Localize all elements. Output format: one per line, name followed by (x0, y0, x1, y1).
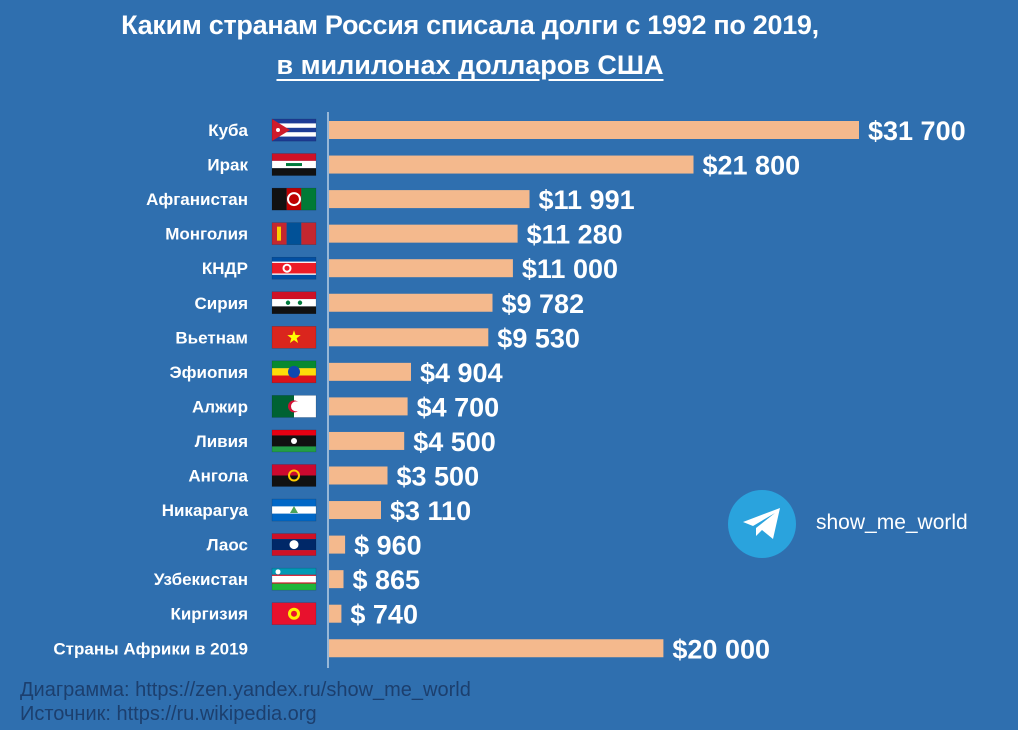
angola-flag-icon (271, 464, 317, 487)
category-label: Узбекистан (154, 570, 248, 589)
nicaragua-flag-icon (271, 498, 317, 522)
bar (329, 501, 381, 520)
value-label: $4 500 (413, 427, 496, 457)
category-label: Сирия (195, 294, 248, 313)
value-label: $11 280 (527, 220, 623, 250)
laos-flag-icon (271, 533, 317, 556)
bar (329, 639, 664, 658)
chart-subtitle-text: в милилонах долларов США (276, 50, 664, 80)
category-label: Никарагуа (162, 501, 249, 520)
vietnam-flag-icon (271, 326, 317, 349)
ethiopia-flag-icon (271, 360, 317, 384)
bar (329, 293, 493, 312)
value-label: $3 500 (397, 462, 480, 492)
bar (329, 362, 411, 381)
category-label: Киргизия (170, 605, 248, 624)
value-label: $11 991 (539, 185, 635, 215)
category-label: Алжир (192, 397, 248, 416)
value-label: $9 530 (497, 323, 580, 353)
category-label: Куба (208, 121, 248, 140)
north-korea-flag-icon (271, 256, 317, 280)
bar (329, 328, 489, 347)
value-label: $20 000 (672, 634, 770, 664)
value-label: $11 000 (522, 254, 618, 284)
category-label: Страны Африки в 2019 (53, 639, 248, 658)
kyrgyzstan-flag-icon (271, 602, 317, 625)
syria-flag-icon (271, 291, 317, 314)
category-label: Ирак (207, 156, 248, 175)
iraq-flag-icon (271, 153, 317, 176)
value-label: $ 740 (350, 600, 418, 630)
bar (329, 155, 694, 174)
bar (329, 397, 408, 416)
libya-flag-icon (271, 429, 317, 453)
value-label: $4 904 (420, 358, 503, 388)
value-label: $ 960 (354, 531, 422, 561)
value-label: $3 110 (390, 496, 471, 526)
bar (329, 535, 346, 554)
bar (329, 466, 388, 485)
bar (329, 604, 342, 623)
value-label: $21 800 (703, 151, 801, 181)
bar (329, 224, 518, 243)
category-label: Лаос (207, 536, 248, 555)
afghanistan-flag-icon (271, 187, 317, 211)
bar (329, 259, 513, 278)
value-label: $4 700 (417, 392, 500, 422)
value-label: $31 700 (868, 116, 966, 146)
category-label: Ангола (188, 467, 248, 486)
bar (329, 570, 344, 589)
telegram-icon (728, 490, 796, 558)
algeria-flag-icon (271, 395, 317, 418)
category-label: КНДР (202, 259, 248, 278)
chart-title: Каким странам Россия списала долги с 199… (121, 10, 819, 40)
category-label: Эфиопия (170, 363, 248, 382)
footer-diagram-link: Диаграмма: https://zen.yandex.ru/show_me… (20, 679, 471, 701)
cuba-flag-icon (271, 118, 317, 142)
category-label: Монголия (165, 225, 248, 244)
chart-subtitle: в милилонах долларов США (0, 50, 940, 81)
value-label: $9 782 (502, 289, 585, 319)
bar (329, 431, 405, 450)
bar (329, 190, 530, 209)
category-label: Афганистан (146, 190, 248, 209)
footer-source-link: Источник: https://ru.wikipedia.org (20, 703, 317, 725)
category-label: Ливия (195, 432, 248, 451)
value-label: $ 865 (353, 565, 421, 595)
category-label: Вьетнам (175, 328, 248, 347)
mongolia-flag-icon (271, 222, 317, 245)
bar (329, 121, 859, 139)
uzbekistan-flag-icon (271, 567, 317, 591)
channel-name: show_me_world (816, 511, 968, 534)
